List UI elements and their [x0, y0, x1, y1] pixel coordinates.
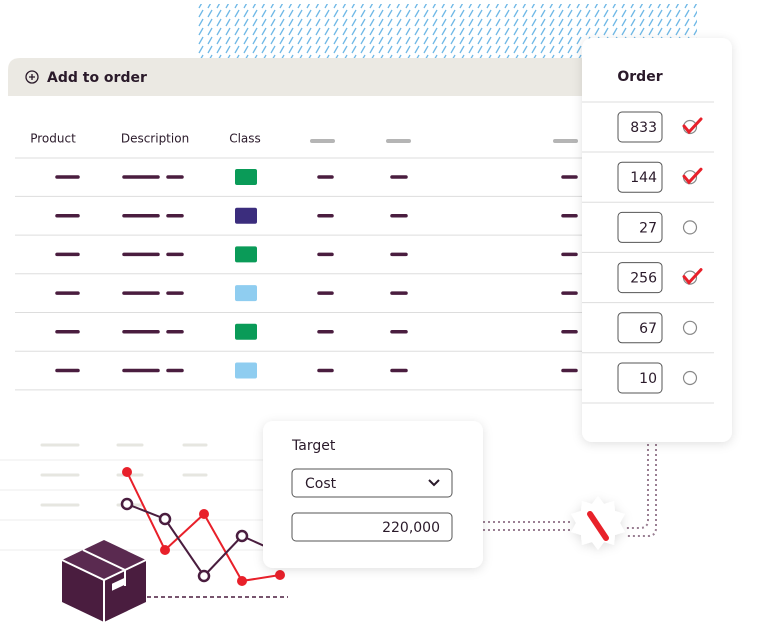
checkmark	[682, 268, 703, 285]
class-swatch	[235, 246, 257, 263]
quantity-input[interactable]	[617, 262, 663, 294]
deco-dots-red	[122, 467, 285, 586]
quantity-value: 67	[639, 321, 657, 337]
box-icon	[61, 540, 147, 622]
metric-select-value: Cost	[305, 476, 337, 492]
checkbox[interactable]	[682, 370, 698, 386]
class-swatch	[235, 285, 257, 302]
quantity-value: 256	[630, 271, 657, 287]
column-header: Product	[30, 132, 76, 146]
checkmark	[682, 167, 703, 185]
quantity-value: 144	[630, 170, 657, 186]
connectors	[470, 444, 657, 537]
add-icon-plus	[29, 74, 35, 80]
metric-select[interactable]	[291, 468, 453, 498]
checkmark	[682, 117, 703, 135]
deco-line-red	[126, 471, 281, 583]
quantity-input[interactable]	[617, 211, 663, 243]
column-header: Class	[229, 132, 261, 146]
header-title[interactable]: Add to order	[47, 70, 147, 86]
target-input[interactable]	[291, 512, 453, 542]
add-icon[interactable]	[25, 70, 39, 84]
class-swatch	[235, 362, 257, 379]
class-swatch	[235, 207, 257, 224]
header-bar	[8, 58, 600, 96]
select-chevron	[428, 479, 440, 487]
checkbox[interactable]	[682, 220, 698, 235]
quantity-input[interactable]	[617, 312, 663, 344]
table-rows	[15, 157, 600, 391]
target-title: Target	[291, 438, 336, 454]
class-swatch	[235, 323, 257, 340]
checkbox[interactable]	[682, 320, 698, 335]
table-card	[8, 58, 608, 392]
quantity-value: 833	[630, 120, 657, 136]
quantity-input[interactable]	[617, 362, 663, 394]
order-rows: 833 144 27 256 67 10	[582, 101, 714, 404]
target-value: 220,000	[382, 520, 440, 536]
quantity-value: 27	[639, 220, 657, 236]
column-header: Description	[121, 132, 189, 146]
quantity-input[interactable]	[617, 161, 663, 193]
faint-rules	[0, 459, 270, 551]
gear-icon	[571, 496, 625, 550]
order-title: Order	[617, 69, 662, 85]
class-swatch	[235, 169, 257, 185]
quantity-value: 10	[639, 371, 657, 387]
quantity-input[interactable]	[617, 111, 663, 143]
